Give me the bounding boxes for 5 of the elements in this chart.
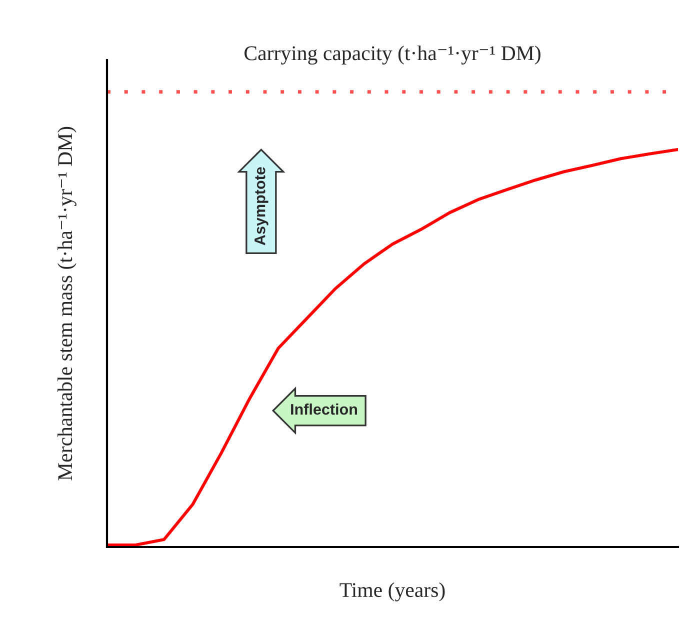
ref-line-label: Carrying capacity (t·ha⁻¹·yr⁻¹ DM) [244, 46, 540, 65]
y-axis-title: Merchantable stem mass (t·ha⁻¹·yr⁻¹ DM) [57, 126, 76, 480]
annotation: Asymptote [254, 167, 268, 246]
annotation: Inflection [291, 404, 357, 415]
x-axis-title: Time (years) [340, 582, 445, 602]
